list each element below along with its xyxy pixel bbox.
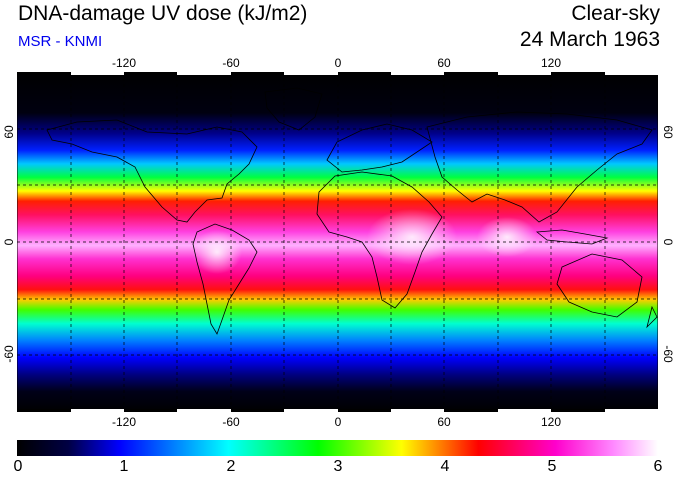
colorbar-label: 1	[119, 458, 129, 475]
colorbar	[17, 440, 658, 456]
lon-tick-top: 60	[437, 56, 451, 70]
lon-tick-bottom: 60	[437, 415, 451, 429]
lon-tick-top: -60	[222, 56, 240, 70]
hotspot-south-america	[192, 230, 242, 274]
coast-north-america	[46, 119, 258, 223]
hotspot-indian-ocean	[477, 217, 537, 257]
uv-dose-map	[17, 72, 658, 412]
coast-africa	[316, 171, 443, 309]
source-label: MSR - KNMI	[18, 33, 103, 50]
map-title: DNA-damage UV dose (kJ/m2)	[18, 2, 308, 25]
coast-south-america	[192, 223, 258, 335]
colorbar-label: 0	[13, 458, 23, 475]
colorbar-label: 5	[547, 458, 557, 475]
lat-tick-right: -60	[661, 345, 675, 363]
coast-new-zealand	[646, 305, 658, 329]
lat-tick-left: 0	[2, 238, 16, 246]
graticule	[17, 72, 658, 412]
lon-tick-top: 0	[334, 56, 342, 70]
colorbar-label: 4	[440, 458, 450, 475]
hotspot-africa	[367, 209, 457, 265]
map-border	[17, 72, 658, 412]
colorbar-label: 3	[333, 458, 343, 475]
coastlines	[46, 87, 658, 335]
lon-tick-bottom: -120	[111, 415, 137, 429]
lat-tick-right: 60	[661, 125, 675, 139]
lon-tick-top: 120	[540, 56, 562, 70]
date-label: 24 March 1963	[519, 28, 660, 51]
coast-europe	[326, 123, 433, 173]
lat-tick-left: 60	[2, 125, 16, 139]
colorbar-label: 2	[226, 458, 236, 475]
sky-condition-label: Clear-sky	[571, 2, 660, 25]
coast-greenland	[264, 87, 323, 131]
colorbar-label: 6	[653, 458, 663, 475]
coast-indonesia	[535, 229, 609, 245]
lon-tick-bottom: 0	[334, 415, 342, 429]
coast-asia	[426, 111, 653, 223]
lon-tick-bottom: 120	[540, 415, 562, 429]
lat-tick-left: -60	[2, 345, 16, 363]
coast-australia	[556, 253, 643, 318]
lat-tick-right: 0	[661, 238, 675, 246]
lon-tick-bottom: -60	[222, 415, 240, 429]
colorbar-gradient	[17, 440, 658, 456]
lon-tick-top: -120	[111, 56, 137, 70]
